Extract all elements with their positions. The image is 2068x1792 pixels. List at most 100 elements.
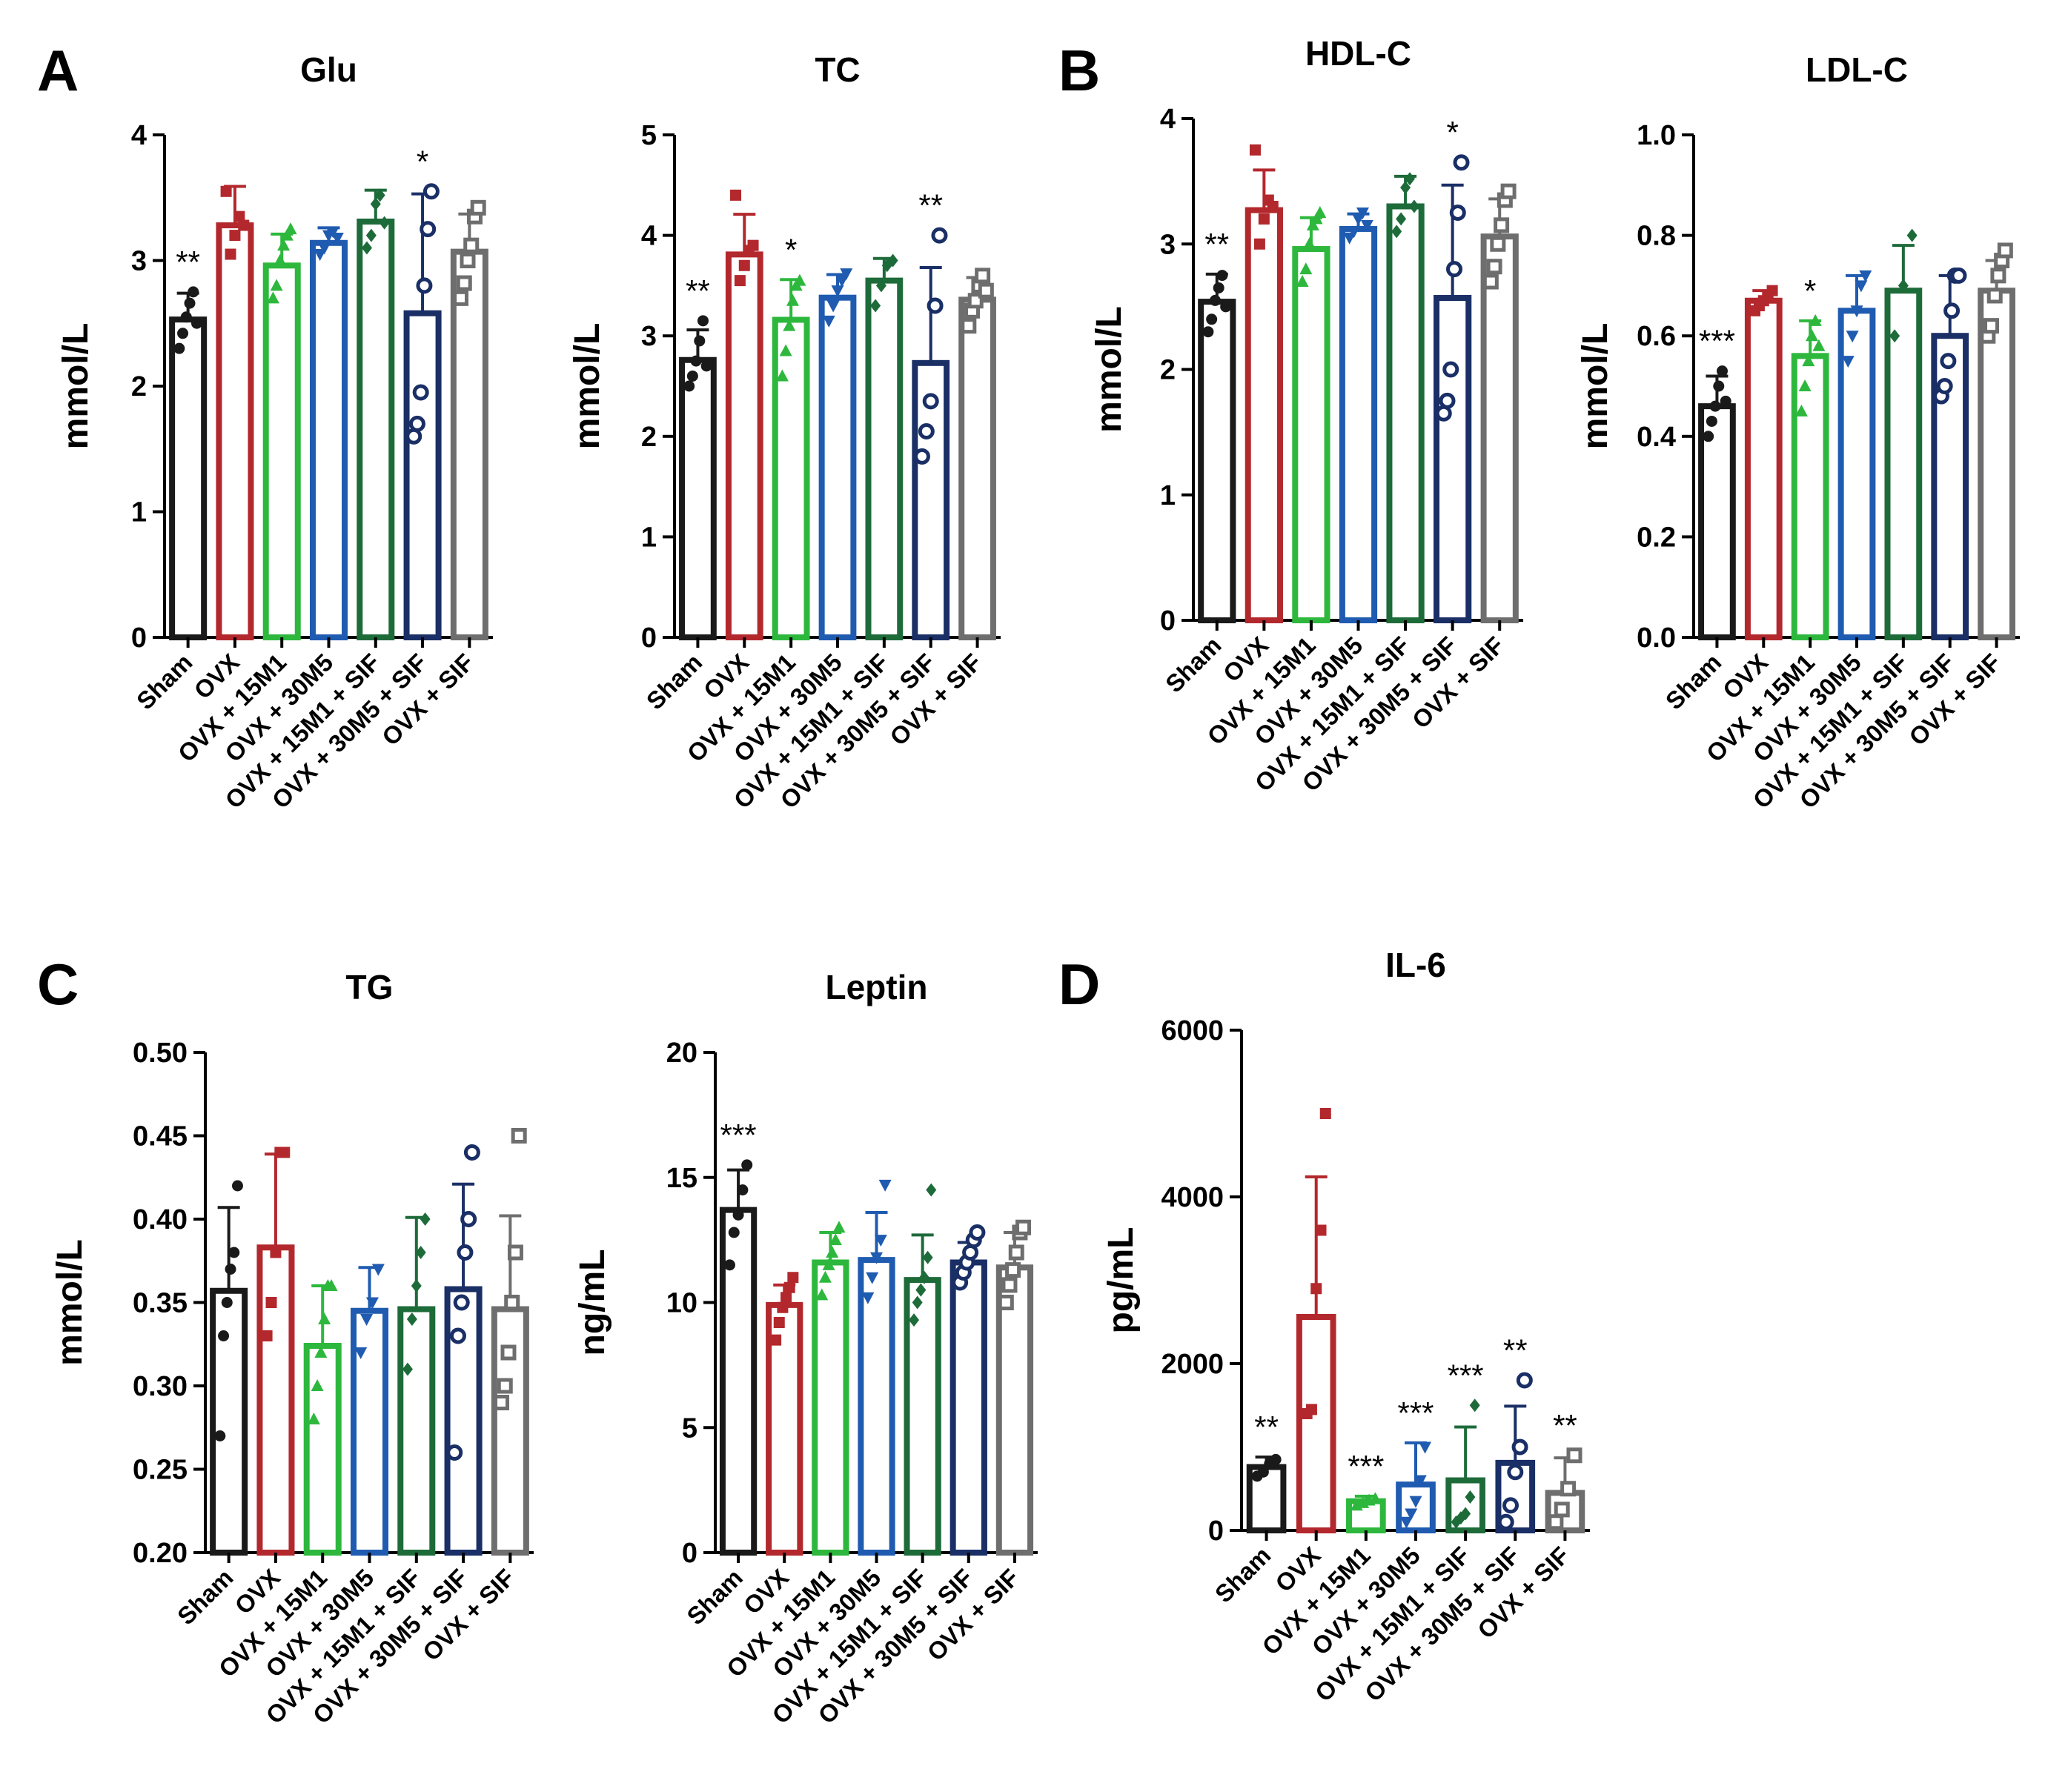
bar xyxy=(444,1286,483,1556)
data-point xyxy=(1940,353,1957,370)
data-point xyxy=(365,228,377,242)
data-point xyxy=(730,189,742,201)
data-point xyxy=(1709,400,1721,412)
data-point xyxy=(1703,431,1714,442)
data-point xyxy=(412,384,429,401)
data-point xyxy=(1798,379,1812,391)
chart-title: Leptin xyxy=(826,968,928,1006)
data-point xyxy=(1310,1283,1322,1295)
data-point xyxy=(918,1270,929,1284)
y-tick-label: 4000 xyxy=(1161,1182,1224,1213)
data-point xyxy=(1449,204,1466,221)
data-point xyxy=(1303,237,1316,250)
data-point xyxy=(229,230,241,242)
chart-title: HDL-C xyxy=(1305,34,1411,73)
data-point xyxy=(829,1233,842,1246)
significance-label: * xyxy=(417,144,428,179)
data-point xyxy=(277,239,291,251)
data-point xyxy=(1766,285,1778,296)
bar xyxy=(210,1287,248,1556)
data-point xyxy=(887,253,898,268)
significance-label: ** xyxy=(1503,1333,1528,1368)
data-point xyxy=(1249,144,1261,156)
data-point xyxy=(922,393,939,410)
significance-label: * xyxy=(1446,115,1458,150)
data-point xyxy=(832,1221,846,1233)
data-point xyxy=(786,293,799,306)
data-point xyxy=(500,1344,517,1361)
data-point xyxy=(1906,228,1918,242)
data-point xyxy=(1566,1447,1583,1464)
x-tick-label: Sham xyxy=(681,1564,748,1630)
data-point xyxy=(1001,1277,1018,1293)
data-point xyxy=(361,241,372,255)
data-point xyxy=(411,1279,422,1292)
y-tick-label: 4 xyxy=(1160,104,1176,135)
data-point xyxy=(177,328,189,339)
data-point xyxy=(961,318,977,334)
data-point xyxy=(326,226,339,239)
y-tick-label: 3 xyxy=(1160,229,1176,260)
y-tick-label: 5 xyxy=(682,1413,697,1444)
data-point xyxy=(1511,1438,1528,1456)
y-tick-label: 2 xyxy=(131,371,147,402)
data-point xyxy=(1943,302,1961,319)
data-point xyxy=(507,1244,523,1261)
y-tick-label: 4 xyxy=(641,221,657,252)
panel-letter-b: B xyxy=(1058,38,1100,103)
bar xyxy=(772,316,810,640)
data-point xyxy=(261,1330,273,1341)
chart-title: IL-6 xyxy=(1385,946,1446,984)
bar xyxy=(397,1306,436,1556)
data-point xyxy=(1257,1466,1269,1478)
data-point xyxy=(311,1379,324,1391)
data-point xyxy=(831,285,844,298)
significance-label: ** xyxy=(1204,227,1229,262)
panel-letter-d: D xyxy=(1058,952,1100,1017)
y-tick-label: 0 xyxy=(682,1538,697,1569)
data-point xyxy=(1898,279,1909,293)
y-tick-label: 10 xyxy=(666,1288,697,1319)
data-point xyxy=(1414,1475,1427,1487)
x-tick-label: Sham xyxy=(1160,631,1227,698)
data-point xyxy=(270,279,283,291)
data-point xyxy=(360,1314,374,1326)
panel-letter-c: C xyxy=(37,952,79,1017)
data-point xyxy=(1984,318,2000,334)
data-point xyxy=(783,319,796,331)
data-point xyxy=(686,370,698,382)
data-point xyxy=(365,1297,379,1310)
data-point xyxy=(1802,354,1815,367)
y-axis-label: mmol/L xyxy=(50,1239,90,1366)
data-point xyxy=(231,1180,243,1192)
y-tick-label: 3 xyxy=(641,321,657,352)
y-tick-label: 0 xyxy=(641,623,657,654)
significance-label: * xyxy=(785,232,797,267)
y-tick-label: 2 xyxy=(641,422,657,453)
data-point xyxy=(233,210,245,222)
significance-label: *** xyxy=(1348,1449,1384,1484)
data-point xyxy=(1015,1219,1032,1235)
bar xyxy=(958,296,996,640)
data-point xyxy=(1720,395,1731,407)
chart-title: TG xyxy=(346,968,394,1006)
data-point xyxy=(840,268,853,281)
bar xyxy=(1744,297,1783,640)
data-point xyxy=(1206,313,1218,325)
significance-label: ** xyxy=(1254,1410,1279,1444)
bar xyxy=(256,1244,295,1556)
data-point xyxy=(818,1270,832,1283)
data-point xyxy=(1794,404,1808,417)
data-point xyxy=(453,1294,470,1311)
data-point xyxy=(918,423,935,440)
data-point xyxy=(1400,181,1411,195)
data-point xyxy=(370,197,381,211)
y-axis-label: mmol/L xyxy=(1090,306,1129,433)
data-point xyxy=(866,1272,879,1284)
data-point xyxy=(870,1252,883,1264)
data-point xyxy=(266,291,279,304)
bar xyxy=(1434,295,1472,623)
chart-tg: TG mmol/L 0.20 0.25 0.30 0.35 0.40 0.45 0.50 Sham… xyxy=(50,968,534,1729)
